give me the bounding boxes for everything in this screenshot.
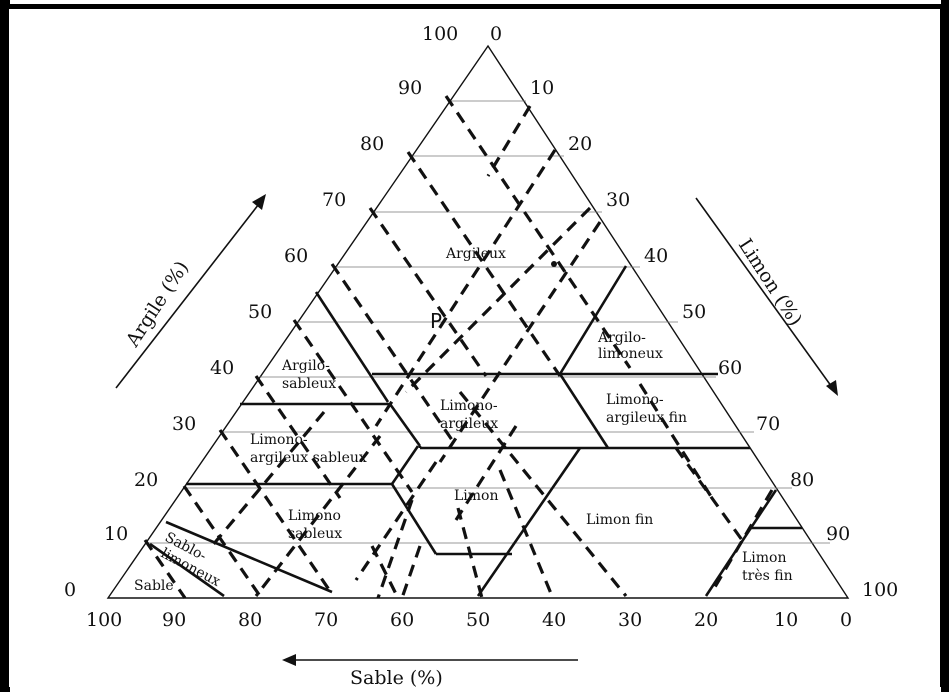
silt-tick: 20	[568, 133, 592, 155]
clay-tick: 100	[422, 23, 458, 45]
region-limono-sableux: Limono	[288, 508, 341, 524]
clay-axis-title: Argile (%)	[121, 257, 193, 351]
region-argilo-limoneux: Argilo-	[597, 330, 646, 346]
silt-ticks: 0 10 20 30 40 50 60 70 80 90 100	[490, 23, 898, 601]
region-limono-argileux-fin: argileux fin	[606, 410, 687, 426]
region-argilo-sableux: sableux	[282, 376, 336, 392]
region-limono-argileux-fin: Limono-	[606, 392, 664, 408]
clay-tick: 30	[172, 413, 196, 435]
silt-tick: 30	[606, 189, 630, 211]
sand-tick: 0	[840, 609, 852, 631]
silt-tick: 80	[790, 469, 814, 491]
clay-tick: 60	[284, 245, 308, 267]
silt-tick: 60	[718, 357, 742, 379]
silt-tick: 10	[530, 77, 554, 99]
clay-tick: 20	[134, 469, 158, 491]
clay-tick: 0	[64, 579, 76, 601]
region-limono-sableux: sableux	[288, 526, 342, 542]
sand-axis: Sable (%)	[282, 654, 578, 689]
region-argilo-sableux: Argilo-	[281, 358, 330, 374]
silt-tick: 70	[756, 413, 780, 435]
region-limon-tres-fin: Limon	[742, 550, 787, 566]
sand-tick: 90	[162, 609, 186, 631]
region-argilo-limoneux: limoneux	[598, 346, 663, 362]
silt-tick: 90	[826, 523, 850, 545]
sand-tick: 70	[314, 609, 338, 631]
class-boundaries	[149, 265, 802, 598]
region-limon: Limon	[454, 488, 499, 504]
sand-axis-title: Sable (%)	[350, 667, 443, 689]
clay-axis: Argile (%)	[115, 194, 266, 389]
frame-right-bar	[941, 0, 949, 692]
region-limon-tres-fin: très fin	[742, 568, 793, 584]
region-argileux: Argileux	[445, 246, 506, 262]
clay-tick: 70	[322, 189, 346, 211]
region-limono-argileux-sableux: argileux sableux	[250, 450, 367, 466]
clay-tick: 80	[360, 133, 384, 155]
clay-tick: 40	[210, 357, 234, 379]
silt-tick: 0	[490, 23, 502, 45]
region-limono-argileux: Limono-	[440, 398, 498, 414]
sand-tick: 10	[774, 609, 798, 631]
dashed-grid-lines	[143, 95, 774, 599]
silt-tick: 100	[862, 579, 898, 601]
silt-tick: 50	[682, 301, 706, 323]
clay-tick: 10	[104, 523, 128, 545]
sand-tick: 20	[694, 609, 718, 631]
sand-ticks: 100 90 80 70 60 50 40 30 20 10 0	[86, 609, 852, 631]
silt-axis-title: Limon (%)	[734, 235, 807, 330]
sand-tick: 100	[86, 609, 122, 631]
clay-ticks: 100 90 80 70 60 50 40 30 20 10 0	[64, 23, 458, 601]
sand-tick: 40	[542, 609, 566, 631]
point-p-label: P	[430, 309, 442, 333]
sand-tick: 30	[618, 609, 642, 631]
region-limono-argileux: argileux	[440, 416, 498, 432]
sand-tick: 80	[238, 609, 262, 631]
region-limon-fin: Limon fin	[586, 512, 653, 528]
point-p-marker	[551, 261, 557, 267]
region-limono-argileux-sableux: Limono-	[250, 432, 308, 448]
clay-grid-lines	[146, 100, 830, 544]
sand-tick: 60	[390, 609, 414, 631]
sand-tick: 50	[466, 609, 490, 631]
silt-tick: 40	[644, 245, 668, 267]
clay-tick: 50	[248, 301, 272, 323]
region-labels: Argileux Argilo- limoneux Argilo- sableu…	[134, 246, 793, 594]
region-sable: Sable	[134, 578, 174, 594]
clay-tick: 90	[398, 77, 422, 99]
